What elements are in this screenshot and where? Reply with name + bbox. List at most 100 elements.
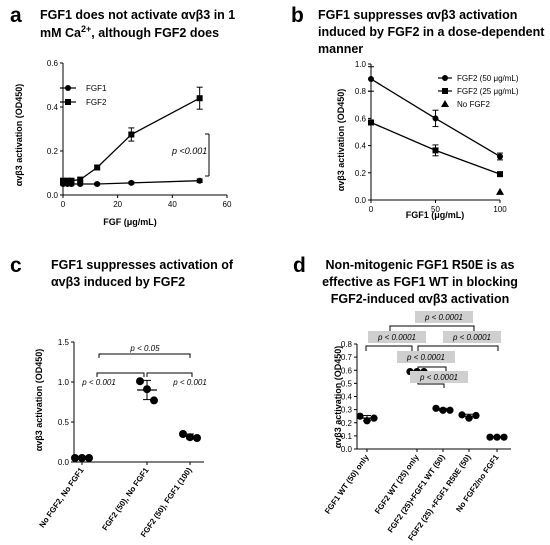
panel-a-series-0-point-6 bbox=[196, 177, 203, 184]
panel-d-label: d bbox=[293, 254, 306, 277]
panel-d-bracket-2-5 bbox=[417, 345, 499, 351]
panel-b-title-line2: induced by FGF2 in a dose-dependent bbox=[318, 25, 545, 39]
panel-b-series-1-point-2 bbox=[497, 171, 503, 178]
panel-c-group-1-point-0 bbox=[136, 377, 144, 386]
panel-c-data bbox=[71, 377, 201, 462]
panel-c-category-label-2: FGF2 (50), FGF1 (100) bbox=[139, 466, 194, 539]
panel-d-p-box-5 bbox=[410, 371, 468, 383]
panel-d-group-0-point-0 bbox=[356, 412, 364, 420]
panel-d-group-3-point-2 bbox=[472, 411, 480, 420]
panel-a-series-1-point-1 bbox=[64, 177, 71, 184]
panel-a-ytick-label-1: 0.2 bbox=[47, 147, 59, 156]
panel-c-group-2-point-1 bbox=[186, 433, 194, 442]
panel-d-title-line2: effective as FGF1 WT in blocking bbox=[322, 275, 518, 289]
panel-c-title-line2: αvβ3 induced by FGF2 bbox=[51, 275, 185, 289]
panel-b-axes: 0.0 0.2 0.4 0.6 0.8 1.0 0 50 100 bbox=[355, 60, 507, 214]
legend-fgf2-25-marker bbox=[442, 88, 448, 94]
panel-b-data bbox=[368, 66, 504, 195]
panel-d-p-box-1 bbox=[415, 311, 473, 323]
panel-a-series-0-point-4 bbox=[94, 181, 101, 187]
panel-d-ytick-label-5: 0.5 bbox=[341, 379, 353, 388]
panel-b-series-0-point-2 bbox=[497, 153, 503, 160]
panel-a-series-1-point-0 bbox=[60, 177, 66, 184]
panel-d-group-4-point-1 bbox=[493, 433, 501, 441]
panel-c-ytick-label-2: 1.0 bbox=[58, 378, 70, 387]
panel-c-group-1-point-1 bbox=[143, 385, 151, 394]
panel-d-group-3-point-1 bbox=[465, 414, 473, 422]
panel-c-category-label-1: FGF2 (50), No FGF1 bbox=[100, 466, 151, 533]
panel-d-p-4: p < 0.0001 bbox=[406, 353, 445, 362]
panel-b-ytick-label-3: 0.6 bbox=[355, 114, 367, 123]
panel-b-series-0-point-1 bbox=[432, 115, 439, 122]
panel-b-ytick-label-0: 0.0 bbox=[355, 196, 367, 205]
panel-c-ytick-label-3: 1.5 bbox=[58, 338, 70, 347]
panel-c-ytick-label-0: 0.0 bbox=[58, 458, 70, 467]
panel-b-xtick-label-1: 50 bbox=[431, 205, 440, 214]
panel-b-ytick-label-4: 0.8 bbox=[355, 87, 367, 96]
panel-b-title-line1: FGF1 suppresses αvβ3 activation bbox=[318, 8, 517, 22]
panel-c: c FGF1 suppresses activation of αvβ3 ind… bbox=[10, 254, 234, 539]
legend-fgf2-50-label: FGF2 (50 μg/mL) bbox=[457, 74, 519, 83]
panel-c-ytick-label-1: 0.5 bbox=[58, 418, 70, 427]
panel-d-title-line3: FGF2-induced αvβ3 activation bbox=[331, 292, 510, 306]
panel-a-xtick-label-3: 60 bbox=[223, 200, 232, 209]
legend-fgf1-marker bbox=[65, 85, 71, 91]
panel-d-ytick-label-1: 0.1 bbox=[341, 432, 353, 441]
panel-d-p-3: p < 0.0001 bbox=[452, 333, 491, 342]
panel-c-category-label-0: No FGF2, No FGF1 bbox=[37, 466, 85, 530]
panel-a-series-1-point-4 bbox=[94, 164, 101, 171]
panel-a-title-line1: FGF1 does not activate αvβ3 in 1 bbox=[40, 8, 235, 22]
panel-d-group-2-point-0 bbox=[432, 404, 440, 412]
panel-d-group-2-point-2 bbox=[446, 406, 454, 414]
panel-d-category-label-0: FGF1 WT (50) only bbox=[323, 453, 371, 516]
panel-c-bracket-1-3 bbox=[98, 353, 191, 358]
panel-a-series-1-point-5 bbox=[128, 131, 135, 138]
panel-d-title-line1: Non-mitogenic FGF1 R50E is as bbox=[326, 258, 515, 272]
panel-a-title-part1: mM Ca bbox=[40, 26, 82, 40]
panel-a-series-0-point-5 bbox=[128, 179, 135, 186]
panel-b-series-1-point-1 bbox=[432, 147, 439, 154]
legend-fgf2-50-marker bbox=[442, 75, 448, 81]
panel-b-title-line3: manner bbox=[318, 42, 363, 56]
panel-c-bracket-1-2 bbox=[96, 372, 145, 377]
panel-c-axes: 0.0 0.5 1.0 1.5 No FGF2, No FGF1 FGF2 (50), N… bbox=[37, 338, 204, 539]
panel-c-group-2-point-0 bbox=[179, 430, 187, 438]
panel-b: b FGF1 suppresses αvβ3 activation induce… bbox=[291, 4, 545, 220]
panel-a-title-part2: , although FGF2 does bbox=[91, 26, 219, 40]
panel-d-bracket-2-3 bbox=[417, 366, 447, 372]
panel-d-group-0-point-1 bbox=[363, 417, 371, 425]
panel-a-ytick-label-0: 0.0 bbox=[47, 191, 59, 200]
panel-d-ytick-label-6: 0.6 bbox=[341, 366, 353, 375]
panel-a-title-superscript: 2+ bbox=[81, 24, 91, 34]
panel-c-group-2-point-2 bbox=[193, 434, 201, 442]
panel-c-p-1-3: p < 0.05 bbox=[129, 344, 160, 353]
panel-c-ylabel: αvβ3 activation (OD450) bbox=[34, 349, 44, 452]
panel-c-bracket-2-3 bbox=[146, 372, 193, 377]
panel-d-ytick-label-2: 0.2 bbox=[341, 419, 353, 428]
panel-d-p-box-3 bbox=[443, 331, 501, 343]
panel-b-ytick-label-1: 0.2 bbox=[355, 169, 367, 178]
panel-d-group-0-point-2 bbox=[370, 414, 378, 422]
panel-b-xlabel: FGF1 (μg/mL) bbox=[406, 210, 465, 220]
panel-d-bracket-1-2 bbox=[365, 345, 413, 351]
panel-c-title-line1: FGF1 suppresses activation of bbox=[51, 258, 234, 272]
panel-d-category-label-1: FGF2 WT (25) only bbox=[373, 453, 421, 516]
panel-d-ytick-label-4: 0.4 bbox=[341, 393, 353, 402]
panel-d-p-5: p < 0.0001 bbox=[419, 373, 458, 382]
panel-d-ylabel: αvβ3 activation (OD450) bbox=[333, 346, 343, 449]
panel-d-p-2: p < 0.0001 bbox=[377, 333, 416, 342]
panel-a-xlabel: FGF (μg/mL) bbox=[103, 217, 157, 227]
panel-d-p-box-4 bbox=[397, 351, 455, 363]
panel-a: a FGF1 does not activate αvβ3 in 1 mM Ca… bbox=[10, 4, 235, 227]
panel-d-ytick-label-3: 0.3 bbox=[341, 406, 353, 415]
panel-d-ytick-label-0: 0.0 bbox=[341, 445, 353, 454]
panel-c-group-0-point-1 bbox=[78, 454, 86, 462]
panel-c-p-1-2: p < 0.001 bbox=[81, 378, 116, 387]
panel-d: d Non-mitogenic FGF1 R50E is as effectiv… bbox=[293, 254, 518, 542]
panel-a-ytick-label-2: 0.4 bbox=[47, 103, 59, 112]
panel-c-group-0-point-0 bbox=[71, 454, 79, 462]
panel-a-xtick-label-2: 40 bbox=[168, 200, 177, 209]
legend-fgf1-label: FGF1 bbox=[86, 84, 107, 93]
panel-a-data bbox=[60, 86, 203, 187]
